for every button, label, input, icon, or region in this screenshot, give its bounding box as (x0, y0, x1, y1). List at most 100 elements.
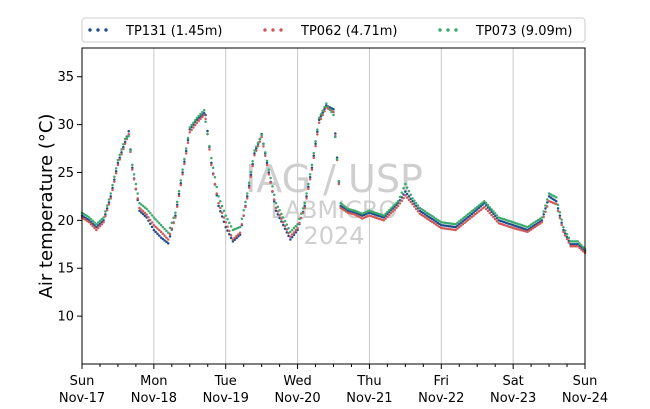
data-point (141, 212, 145, 216)
data-point (150, 221, 154, 224)
data-point (149, 222, 152, 225)
data-point (154, 218, 157, 221)
data-point (280, 212, 283, 216)
data-point (537, 223, 540, 226)
y-axis: 10 15 20 25 30 35 (57, 70, 82, 325)
data-point (418, 206, 421, 210)
data-point (238, 231, 242, 235)
data-point (143, 211, 147, 215)
data-point (165, 229, 168, 233)
data-point (240, 222, 244, 226)
data-point (384, 212, 387, 216)
legend: TP131 (1.45m) TP062 (4.71m) TP073 (9.09m) (81, 17, 586, 43)
data-point (107, 201, 111, 204)
data-point (296, 226, 299, 230)
data-point (409, 193, 412, 196)
data-point (235, 234, 238, 238)
data-point (337, 179, 341, 183)
data-point (535, 219, 538, 223)
data-point (87, 216, 91, 219)
data-point (154, 225, 157, 229)
data-point (298, 217, 301, 221)
legend-item: TP131 (1.45m) (88, 24, 222, 39)
data-point (184, 149, 188, 153)
data-point (159, 223, 163, 227)
data-point (540, 219, 544, 222)
data-point (413, 205, 416, 208)
data-point (526, 230, 529, 234)
data-point (427, 212, 430, 216)
data-point (400, 191, 404, 194)
data-point (116, 158, 120, 162)
data-point (339, 204, 342, 208)
data-point (215, 192, 218, 195)
data-point (407, 189, 411, 193)
data-point (127, 130, 130, 133)
data-point (481, 207, 484, 210)
data-point (560, 218, 563, 221)
data-point (393, 208, 396, 211)
data-point (484, 204, 488, 207)
data-point (465, 217, 468, 220)
data-point (533, 221, 536, 224)
data-point (576, 240, 580, 243)
data-point (163, 234, 166, 237)
data-point (387, 208, 391, 212)
data-point (341, 203, 344, 206)
data-point (122, 142, 125, 146)
data-point (93, 221, 96, 224)
data-point (316, 128, 319, 131)
data-point (481, 201, 484, 204)
data-point (253, 154, 256, 157)
data-point (246, 197, 249, 200)
data-point (432, 221, 436, 225)
data-point (263, 154, 267, 157)
data-point (269, 176, 272, 180)
data-point (405, 196, 409, 199)
data-point (490, 208, 493, 211)
data-point (206, 132, 209, 136)
grid-lines (153, 48, 514, 364)
data-point (184, 147, 188, 150)
data-point (454, 222, 457, 226)
data-point (405, 192, 409, 196)
data-point (405, 186, 409, 189)
data-point (404, 182, 407, 186)
data-point (199, 112, 202, 116)
data-point (436, 221, 439, 225)
data-point (127, 134, 130, 138)
data-point (402, 187, 405, 190)
data-point (431, 217, 434, 221)
data-point (125, 136, 129, 139)
data-point (163, 239, 166, 242)
data-point (387, 210, 391, 214)
data-point (249, 173, 253, 177)
data-point (89, 217, 93, 221)
data-point (274, 206, 278, 210)
data-point (531, 222, 535, 225)
x-tick-label-date: Nov-24 (562, 391, 608, 406)
data-point (131, 168, 134, 171)
data-point (95, 228, 98, 232)
data-point (249, 170, 253, 174)
data-point (332, 113, 335, 117)
data-point (179, 183, 183, 187)
data-point (255, 147, 258, 150)
data-point (343, 209, 346, 212)
data-point (330, 110, 333, 114)
data-point (546, 198, 549, 201)
data-point (246, 192, 249, 195)
data-point (310, 168, 314, 171)
data-point (299, 212, 303, 215)
data-point (531, 227, 535, 230)
data-point (343, 204, 346, 208)
data-point (562, 225, 565, 229)
data-point (265, 163, 269, 167)
data-point (479, 208, 483, 212)
data-point (163, 227, 166, 231)
data-point (569, 244, 572, 248)
data-point (310, 166, 314, 169)
data-point (152, 223, 156, 227)
data-point (387, 213, 391, 217)
data-point (104, 210, 107, 213)
